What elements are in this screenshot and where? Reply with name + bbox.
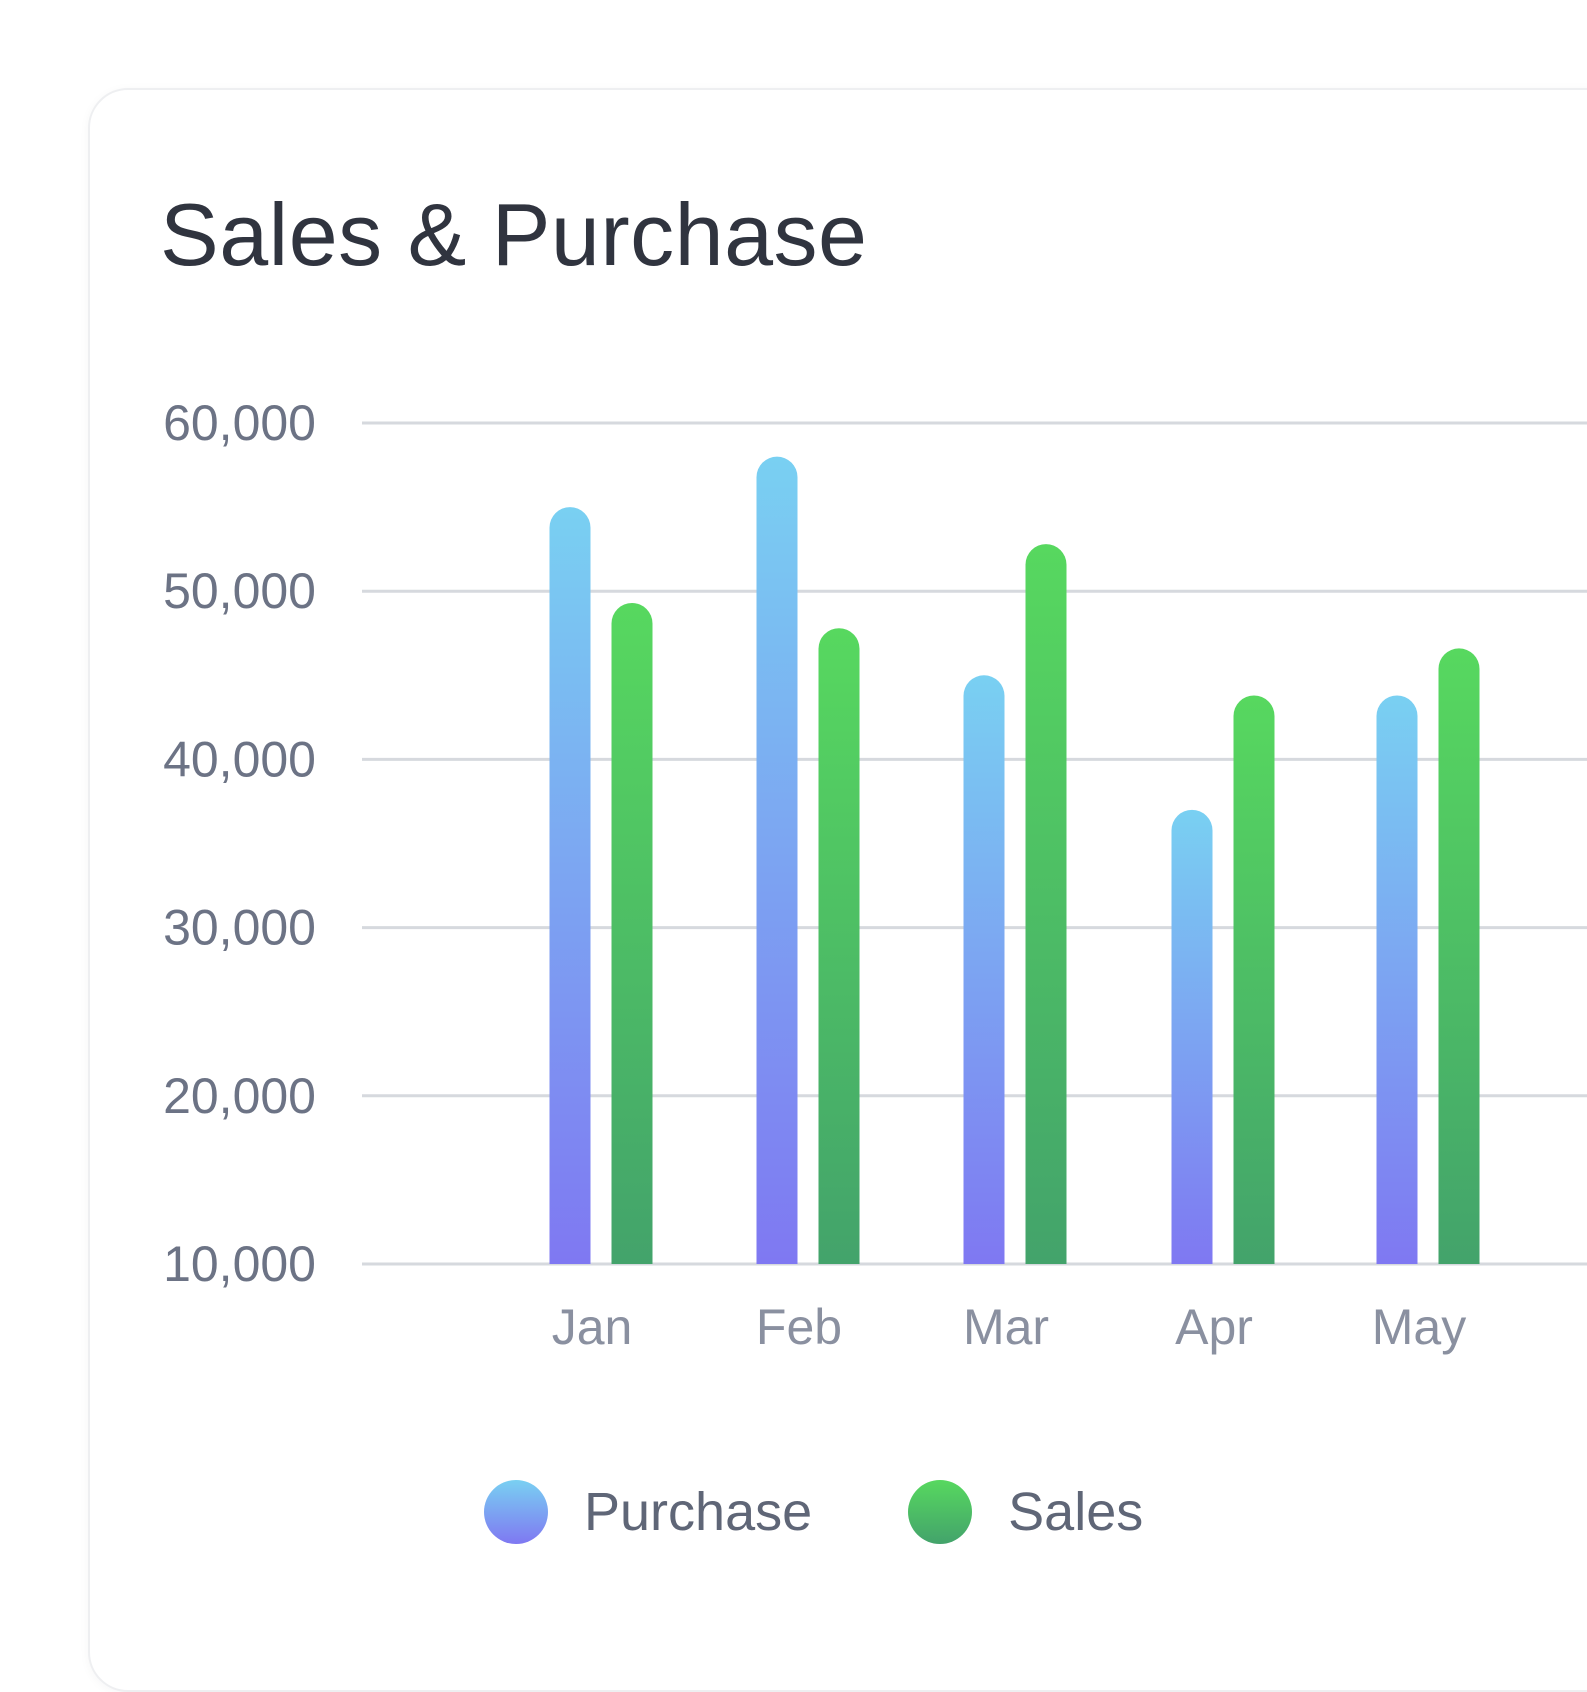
bar-sales-apr[interactable] xyxy=(1233,695,1275,1264)
legend-label-sales: Sales xyxy=(1008,1482,1144,1542)
legend-item-purchase[interactable]: Purchase xyxy=(484,1480,812,1544)
legend-item-sales[interactable]: Sales xyxy=(908,1480,1143,1544)
bar-sales-may[interactable] xyxy=(1438,648,1480,1264)
y-tick-label: 30,000 xyxy=(163,900,316,956)
bar-sales-mar[interactable] xyxy=(1025,544,1067,1264)
y-tick-label: 60,000 xyxy=(163,395,316,451)
bar-sales-feb[interactable] xyxy=(818,628,860,1264)
y-tick-label: 10,000 xyxy=(163,1236,316,1292)
x-tick-label: Jan xyxy=(552,1299,633,1355)
bar-sales-jan[interactable] xyxy=(611,602,653,1264)
x-tick-label: Apr xyxy=(1175,1299,1253,1355)
x-tick-label: May xyxy=(1372,1299,1466,1355)
bar-purchase-may[interactable] xyxy=(1376,695,1418,1264)
bar-purchase-apr[interactable] xyxy=(1171,809,1213,1264)
bar-purchase-feb[interactable] xyxy=(756,456,798,1264)
chart-title: Sales & Purchase xyxy=(160,185,868,284)
legend-label-purchase: Purchase xyxy=(584,1482,813,1542)
purchase-swatch-icon xyxy=(484,1480,548,1544)
y-tick-label: 20,000 xyxy=(163,1068,316,1124)
x-tick-label: Feb xyxy=(756,1299,842,1355)
bar-purchase-mar[interactable] xyxy=(963,675,1005,1264)
bar-chart: 60,000 50,000 40,000 30,000 20,000 10,000 Jan… xyxy=(163,395,1587,1355)
y-tick-label: 50,000 xyxy=(163,563,316,619)
bar-purchase-jan[interactable] xyxy=(549,507,591,1264)
x-tick-label: Mar xyxy=(963,1299,1049,1355)
chart-legend: Purchase Sales xyxy=(484,1480,1239,1544)
y-tick-label: 40,000 xyxy=(163,731,316,787)
sales-swatch-icon xyxy=(908,1480,973,1544)
